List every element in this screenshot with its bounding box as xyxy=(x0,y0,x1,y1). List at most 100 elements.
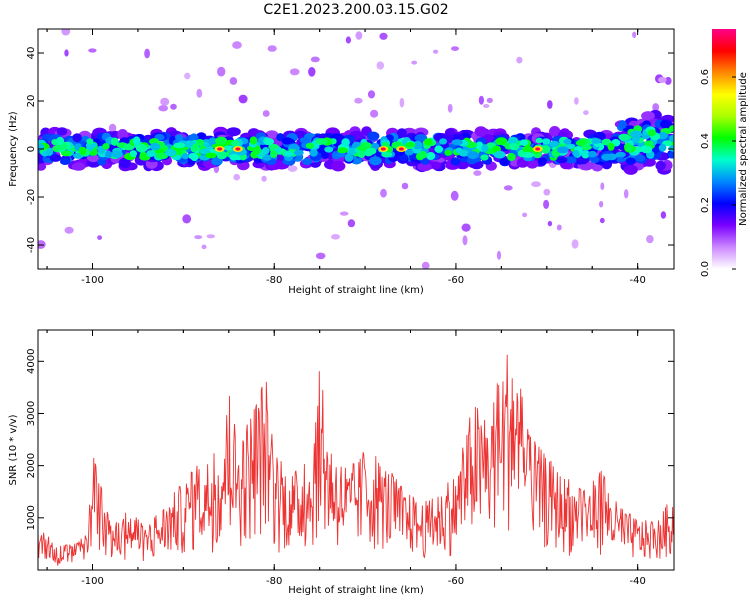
heatmap-cell xyxy=(405,149,414,156)
heatmap-cell xyxy=(625,144,634,153)
heatmap-cell xyxy=(495,137,508,146)
heatmap-cell xyxy=(549,140,560,147)
heatmap-cell xyxy=(591,138,602,144)
heatmap-cell xyxy=(357,150,366,159)
heatmap-cell xyxy=(418,151,428,159)
snr-ticks: -100 -80 -60 -40 1000 2000 3000 4000 xyxy=(26,330,674,587)
heatmap-noise xyxy=(308,67,316,77)
heatmap-noise xyxy=(339,211,349,216)
heatmap-noise xyxy=(370,109,379,118)
heatmap-cell xyxy=(102,143,110,150)
heatmap-noise xyxy=(503,185,513,191)
heatmap-cell xyxy=(268,143,279,150)
heatmap-noise xyxy=(355,31,363,40)
heatmap-cell xyxy=(226,127,241,137)
heatmap-peak-core xyxy=(380,147,386,151)
heatmap-noise xyxy=(182,214,192,224)
heatmap-cell xyxy=(337,147,348,154)
heatmap-cell xyxy=(657,132,668,140)
heatmap-noise xyxy=(64,49,69,57)
heatmap-cell xyxy=(344,153,354,162)
heatmap-cell xyxy=(519,139,529,146)
spectrogram-x-label: Height of straight line (km) xyxy=(288,285,424,296)
heatmap-cell xyxy=(575,140,586,146)
y-tick-label: 40 xyxy=(26,47,37,60)
heatmap-cell xyxy=(420,158,430,165)
heatmap-cell xyxy=(139,151,147,160)
heatmap-cell xyxy=(86,138,94,145)
heatmap-cell xyxy=(635,154,646,162)
heatmap-cell xyxy=(72,133,82,143)
heatmap-cell xyxy=(367,131,380,141)
heatmap-cell xyxy=(507,153,516,161)
colorbar: 0.0 0.2 0.4 0.6 Normalized spectral amplitu… xyxy=(700,29,749,277)
y-tick-label: 0 xyxy=(26,146,37,152)
heatmap-cell xyxy=(537,157,547,165)
heatmap-noise xyxy=(556,224,562,231)
heatmap-cell xyxy=(341,138,350,147)
heatmap-cell xyxy=(146,151,156,157)
heatmap-noise xyxy=(478,95,484,105)
heatmap-cell xyxy=(607,142,615,151)
y-tick-label: 20 xyxy=(26,95,37,108)
chart-title: C2E1.2023.200.03.15.G02 xyxy=(263,2,449,18)
heatmap-cell xyxy=(660,119,673,129)
heatmap-cell xyxy=(305,142,315,149)
heatmap-cell xyxy=(450,157,461,166)
heatmap-cell xyxy=(284,150,294,157)
heatmap-cell xyxy=(369,156,382,166)
heatmap-cell xyxy=(185,140,194,148)
heatmap-noise xyxy=(473,170,482,176)
heatmap-cell xyxy=(110,137,119,146)
heatmap-cell xyxy=(542,138,551,145)
spectrogram-heatmap xyxy=(38,29,674,269)
heatmap-noise xyxy=(170,103,177,110)
heatmap-cell xyxy=(173,142,186,149)
heatmap-cell xyxy=(249,136,258,145)
heatmap-cell xyxy=(165,149,177,157)
heatmap-cell xyxy=(105,150,113,159)
colorbar-gradient xyxy=(712,29,736,269)
heatmap-cell xyxy=(522,145,534,154)
heatmap-cell xyxy=(480,154,489,161)
heatmap-noise xyxy=(664,76,672,85)
snr-panel: -100 -80 -60 -40 1000 2000 3000 4000 Height of … xyxy=(8,329,675,596)
x-tick-label: -60 xyxy=(448,275,464,286)
heatmap-cell xyxy=(493,150,506,159)
heatmap-peak-core xyxy=(398,147,404,151)
heatmap-cell xyxy=(455,147,463,154)
heatmap-noise xyxy=(347,219,356,228)
heatmap-cell xyxy=(78,146,87,155)
heatmap-noise xyxy=(184,72,191,80)
x-tick-label: -80 xyxy=(266,275,282,286)
heatmap-cell xyxy=(630,130,642,138)
heatmap-cell xyxy=(417,162,432,172)
heatmap-cell xyxy=(426,152,436,160)
heatmap-cell xyxy=(60,150,72,157)
heatmap-cell xyxy=(655,160,666,171)
heatmap-cell xyxy=(535,137,543,144)
y-tick-label: 1000 xyxy=(26,505,37,530)
heatmap-cell xyxy=(293,149,304,156)
heatmap-noise xyxy=(600,182,605,190)
snr-y-label: SNR (10 * v/v) xyxy=(8,414,19,485)
heatmap-cell xyxy=(181,153,189,160)
heatmap-noise xyxy=(267,45,277,52)
y-tick-label: -20 xyxy=(26,189,37,205)
y-tick-label: 3000 xyxy=(26,401,37,426)
heatmap-cell xyxy=(309,148,318,157)
heatmap-noise xyxy=(97,235,102,241)
heatmap-noise xyxy=(310,56,320,63)
heatmap-cell xyxy=(302,157,313,166)
heatmap-cell xyxy=(499,158,509,166)
heatmap-cell xyxy=(71,162,86,171)
heatmap-noise xyxy=(652,103,660,112)
heatmap-cell xyxy=(451,139,463,146)
heatmap-cell xyxy=(315,138,328,145)
heatmap-noise xyxy=(160,97,170,106)
heatmap-noise xyxy=(345,36,351,44)
heatmap-noise xyxy=(287,165,298,172)
heatmap-noise xyxy=(380,188,387,198)
heatmap-cell xyxy=(572,149,580,157)
